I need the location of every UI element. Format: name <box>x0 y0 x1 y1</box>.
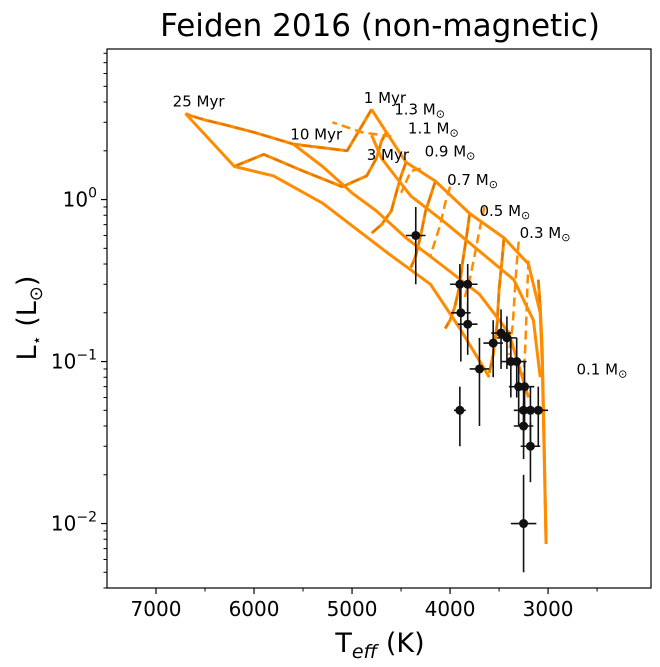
mass-label-1_1: 1.1 M⊙ <box>408 120 459 140</box>
mass-label-unit-sub: ⊙ <box>449 127 458 140</box>
y-axis-label-unit-sub: ⊙ <box>26 286 47 301</box>
mass-label-value: 0.1 M <box>577 361 619 379</box>
data-point-marker <box>512 357 522 367</box>
age-label-1-myr: 1 Myr <box>364 89 407 107</box>
mass-label-value: 0.7 M <box>447 171 489 189</box>
data-point-marker <box>463 319 473 329</box>
data-point <box>483 320 503 378</box>
x-axis-label-main: T <box>334 628 352 659</box>
mass-label-value: 1.3 M <box>394 101 436 119</box>
x-axis-label: Teff (K) <box>334 628 424 663</box>
y-tick-exponent: −2 <box>76 510 97 526</box>
y-tick-label: 10−1 <box>51 348 97 374</box>
data-point-marker <box>519 421 529 431</box>
data-point-marker <box>463 279 473 289</box>
mass-label-0_3: 0.3 M⊙ <box>520 224 571 244</box>
data-point-marker <box>456 308 466 318</box>
y-tick-base: 10 <box>63 188 88 212</box>
y-axis-label-main: L <box>12 345 43 360</box>
age-label-10-myr: 10 Myr <box>290 125 343 143</box>
x-axis-label-sub: eff <box>352 641 380 663</box>
mass-track-0_9 <box>370 161 408 235</box>
mass-track-dashed-0_7 <box>409 180 437 268</box>
mass-label-0_5: 0.5 M⊙ <box>479 202 530 222</box>
isochrone-1-myr <box>370 108 548 544</box>
plot-frame <box>106 48 652 589</box>
chart-title: Feiden 2016 (non-magnetic) <box>160 8 600 44</box>
y-tick-exponent: 0 <box>88 186 97 202</box>
data-point-marker <box>474 364 484 374</box>
observations-layer <box>405 206 549 573</box>
mass-label-value: 0.5 M <box>479 202 521 220</box>
mass-label-unit-sub: ⊙ <box>466 149 475 162</box>
x-tick-label: 4000 <box>425 597 476 621</box>
mass-label-unit-sub: ⊙ <box>521 209 530 222</box>
data-point <box>528 386 549 447</box>
intermediate-track-6 <box>522 260 530 378</box>
y-axis-label-unit-open: (L <box>12 301 43 335</box>
data-point-marker <box>455 405 465 415</box>
intermediate-track-3 <box>429 186 452 257</box>
intermediate-track-1 <box>331 121 392 138</box>
y-tick-base: 10 <box>51 512 76 536</box>
mass-track-dashed-1_1 <box>233 131 388 188</box>
y-tick-label: 10−2 <box>51 510 97 536</box>
age-label-25-myr: 25 Myr <box>173 93 226 111</box>
isochrones-layer <box>184 108 548 544</box>
mass-label-unit-sub: ⊙ <box>561 231 570 244</box>
data-point <box>453 386 466 447</box>
data-point-marker <box>519 519 529 529</box>
x-tick-label: 6000 <box>229 597 280 621</box>
data-point <box>469 337 490 427</box>
x-tick-label: 7000 <box>131 597 182 621</box>
data-point-marker <box>411 230 421 240</box>
isochrone-25-myr <box>184 112 491 378</box>
y-axis-label: L⋆ (L⊙) <box>12 276 47 361</box>
isochrone-10-myr <box>292 142 530 398</box>
data-point-marker <box>525 441 535 451</box>
y-tick-exponent: −1 <box>76 348 97 364</box>
data-point <box>520 422 541 483</box>
intermediate-track-5 <box>507 241 520 355</box>
x-tick-label: 3000 <box>523 597 574 621</box>
y-tick-label: 100 <box>63 186 97 212</box>
x-tick-label: 5000 <box>327 597 378 621</box>
data-point <box>510 474 537 573</box>
data-point-marker <box>488 338 498 348</box>
mass-label-unit-sub: ⊙ <box>618 368 627 381</box>
mass-label-1_3: 1.3 M⊙ <box>394 101 445 121</box>
mass-track-dashed-1_3 <box>185 108 373 152</box>
isochrone-3-myr <box>370 134 542 378</box>
data-point-marker <box>520 382 530 392</box>
mass-label-value: 0.3 M <box>520 224 562 242</box>
data-point-marker <box>502 333 512 343</box>
mass-label-0_1: 0.1 M⊙ <box>577 361 628 381</box>
mass-label-unit-sub: ⊙ <box>436 108 445 121</box>
y-tick-base: 10 <box>51 350 76 374</box>
mass-label-0_7: 0.7 M⊙ <box>447 171 498 191</box>
age-label-3-myr: 3 Myr <box>367 146 410 164</box>
x-axis-label-unit: (K) <box>377 628 424 659</box>
data-point <box>405 206 426 285</box>
y-axis-label-unit-close: ) <box>12 276 43 287</box>
mass-label-value: 0.9 M <box>425 142 467 160</box>
data-point <box>457 302 478 355</box>
data-point-marker <box>533 405 543 415</box>
mass-label-value: 1.1 M <box>408 120 450 138</box>
y-axis-label-sub: ⋆ <box>27 335 46 345</box>
x-axis-ticks: 7000 6000 5000 4000 3000 <box>131 588 598 621</box>
mass-label-0_9: 0.9 M⊙ <box>425 142 476 162</box>
mass-label-unit-sub: ⊙ <box>489 178 498 191</box>
